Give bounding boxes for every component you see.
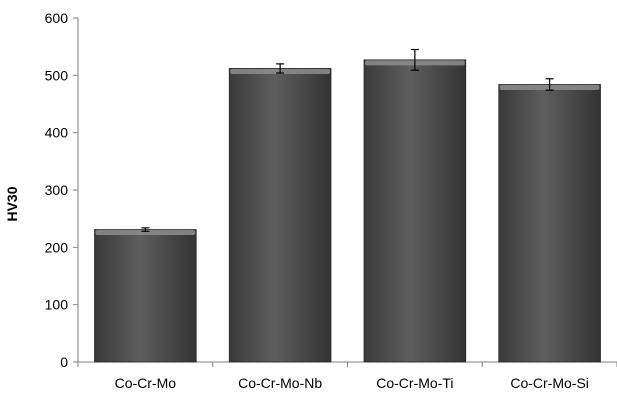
bar <box>363 59 467 363</box>
y-tick-label: 100 <box>45 297 69 313</box>
x-tick-label: Co-Cr-Mo-Nb <box>238 375 322 391</box>
bar <box>498 84 601 363</box>
x-tick-label: Co-Cr-Mo <box>115 375 177 391</box>
x-tick-label: Co-Cr-Mo-Ti <box>376 375 453 391</box>
y-tick-label: 300 <box>45 182 69 198</box>
x-tick-label: Co-Cr-Mo-Si <box>510 375 589 391</box>
y-tick-label: 600 <box>45 10 69 26</box>
y-axis-title: HV30 <box>4 186 20 221</box>
bars <box>94 48 601 363</box>
bar-top-cap <box>95 230 196 236</box>
y-tick-label: 200 <box>45 239 69 255</box>
bar <box>228 68 332 363</box>
y-tick-label: 500 <box>45 67 69 83</box>
bar <box>94 229 197 363</box>
y-tick-label: 400 <box>45 125 69 141</box>
axes: 0 100 200 300 400 500 600 Co-Cr-Mo Co-Cr-Mo-Nb Co… <box>45 10 617 391</box>
y-tick-label: 0 <box>60 354 68 370</box>
